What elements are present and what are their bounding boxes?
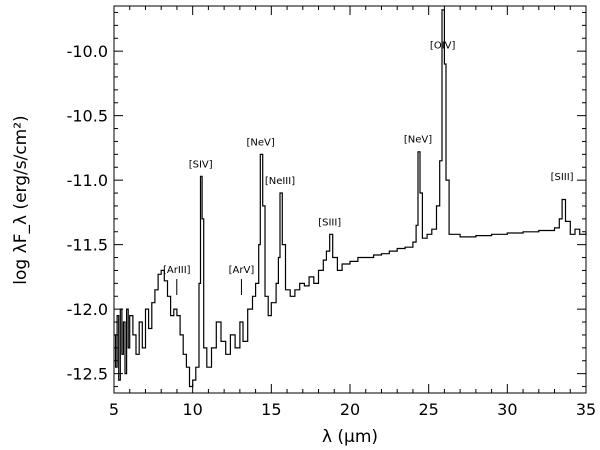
x-tick-label: 25 <box>418 400 438 419</box>
line-label: [NeV] <box>246 137 274 148</box>
x-axis-title: λ (μm) <box>322 427 378 447</box>
x-tick-label: 5 <box>109 400 119 419</box>
line-label: [SIV] <box>189 159 213 170</box>
plot-frame <box>113 5 587 394</box>
y-tick-label: -11.0 <box>67 171 108 190</box>
line-annotations: [ArIII] [SIV] [ArV] [NeV] [NeIII] [SIII] [NeV]… <box>163 41 574 296</box>
line-label: [ArIII] <box>163 265 191 276</box>
line-label: [ArV] <box>229 265 255 276</box>
line-label: [SIII] <box>551 172 574 183</box>
x-tick-label: 30 <box>497 400 517 419</box>
y-axis-title: log λF_λ (erg/s/cm²) <box>11 115 31 284</box>
x-tick-label: 20 <box>340 400 360 419</box>
line-label: [SIII] <box>318 217 341 228</box>
series-layer <box>114 9 587 388</box>
x-tick-label: 35 <box>576 400 596 419</box>
x-axis-ticks: 5 10 15 20 25 30 35 <box>109 6 596 419</box>
x-tick-label: 10 <box>182 400 202 419</box>
line-label: [OIV] <box>430 41 456 52</box>
line-label: [NeIII] <box>265 176 295 187</box>
y-axis-ticks: -12.5 -12.0 -11.5 -11.0 -10.5 -10.0 <box>67 11 586 388</box>
y-tick-label: -10.0 <box>67 42 108 61</box>
spectrum-line <box>114 9 587 388</box>
y-tick-label: -12.0 <box>67 300 108 319</box>
line-label: [NeV] <box>404 135 432 146</box>
y-tick-label: -12.5 <box>67 365 108 384</box>
y-tick-label: -11.5 <box>67 236 108 255</box>
y-tick-label: -10.5 <box>67 107 108 126</box>
x-tick-label: 15 <box>261 400 281 419</box>
